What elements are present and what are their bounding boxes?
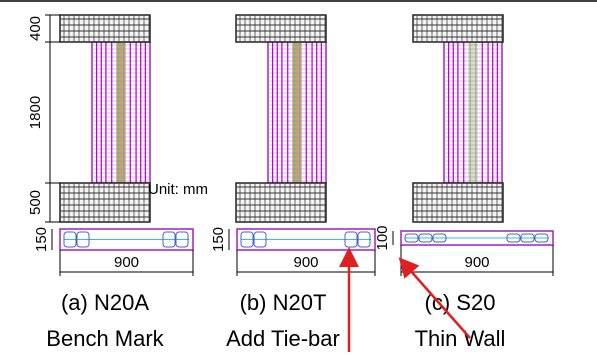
beam — [236, 183, 326, 222]
figure: 900 150 (a) N20A Bench Mark 900 150 (b) N20T Ad… — [0, 0, 597, 357]
specimen-label: (c) S20 — [425, 290, 496, 315]
specimen-description: Thin Wall — [415, 326, 506, 351]
unit-note: Unit: mm — [148, 181, 208, 198]
section-depth: 100 — [374, 225, 391, 250]
elevation-dimension: 1800 — [27, 96, 44, 129]
elevation-dimension: 500 — [27, 190, 44, 215]
section-depth: 150 — [33, 227, 50, 252]
specimen-label: (a) N20A — [61, 290, 149, 315]
specimen-label: (b) N20T — [240, 290, 327, 315]
specimen-description: Bench Mark — [46, 326, 164, 351]
beam — [413, 183, 503, 222]
beam — [60, 183, 150, 222]
elevation-dimension: 400 — [27, 16, 44, 41]
section-width: 900 — [114, 254, 139, 271]
section-depth: 150 — [210, 227, 227, 252]
section-width: 900 — [464, 254, 489, 271]
section-width: 900 — [293, 254, 318, 271]
specimen-description: Add Tie-bar — [226, 326, 340, 351]
